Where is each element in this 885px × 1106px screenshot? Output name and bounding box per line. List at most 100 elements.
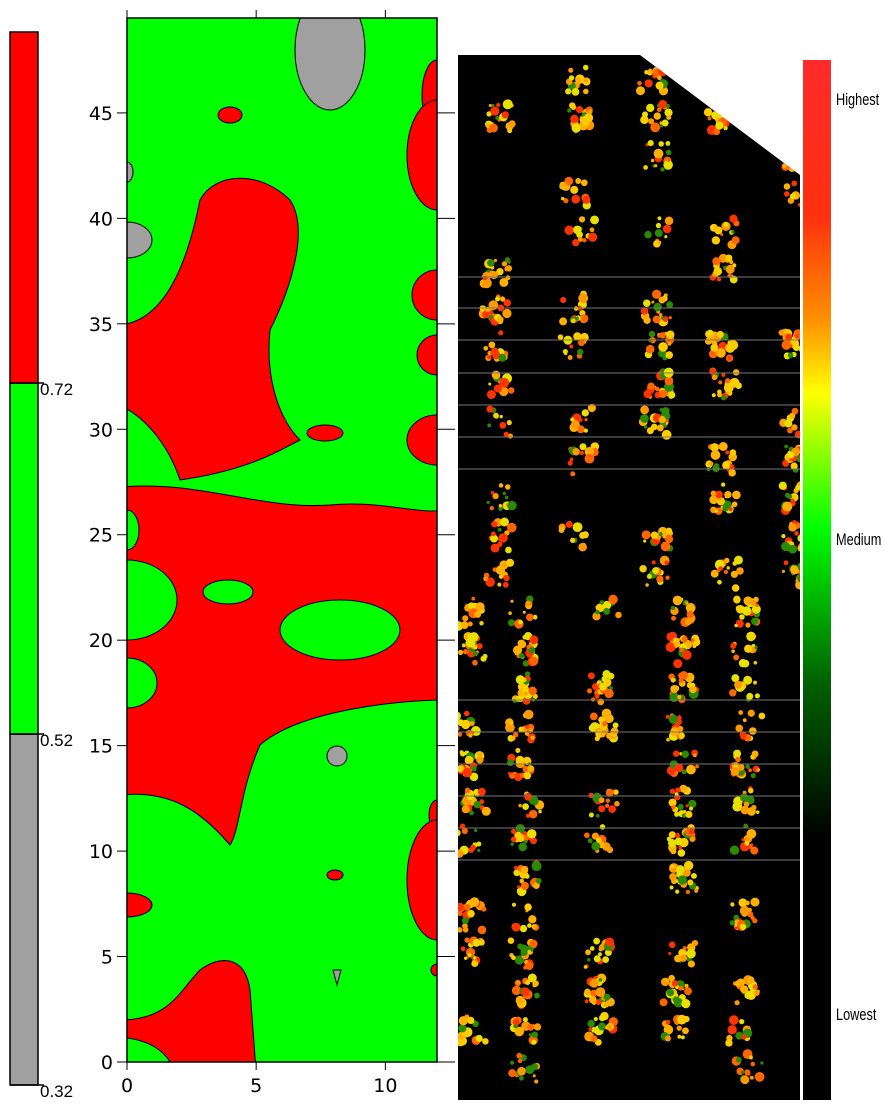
- plant: [510, 828, 517, 834]
- plant: [473, 645, 478, 650]
- plant: [727, 1025, 737, 1035]
- plant: [579, 314, 589, 324]
- plant: [781, 340, 792, 350]
- plant: [588, 812, 594, 818]
- plant: [755, 603, 759, 607]
- plant: [589, 227, 595, 233]
- plant: [793, 90, 797, 94]
- plant: [718, 380, 723, 385]
- plant: [488, 310, 494, 315]
- plant: [754, 693, 760, 699]
- plant: [478, 939, 485, 946]
- plant: [686, 764, 696, 775]
- plant: [524, 903, 532, 911]
- plant: [469, 772, 479, 782]
- plant: [486, 111, 492, 117]
- plant: [785, 109, 792, 116]
- plant: [640, 414, 649, 423]
- plant: [512, 732, 519, 738]
- plant: [685, 810, 693, 819]
- y-tick-label: 0: [101, 1052, 113, 1074]
- plant: [685, 804, 689, 808]
- plant: [473, 956, 477, 960]
- image-colorbar: [803, 60, 831, 1100]
- plant: [476, 756, 484, 764]
- plant: [718, 566, 723, 571]
- plant: [783, 105, 791, 112]
- plant: [569, 457, 574, 462]
- plant: [777, 113, 782, 118]
- plant: [716, 348, 726, 358]
- regions-low: [127, 18, 366, 987]
- plant: [605, 803, 610, 808]
- plant: [599, 600, 605, 605]
- plant: [583, 88, 589, 95]
- plant: [678, 985, 684, 991]
- plant: [739, 731, 747, 738]
- aerial-image: [458, 55, 800, 1100]
- plant: [567, 108, 572, 113]
- plant: [748, 1055, 753, 1060]
- plant: [739, 1018, 745, 1025]
- plant: [490, 491, 495, 495]
- plant: [713, 128, 721, 136]
- plant: [677, 803, 684, 811]
- plant: [785, 63, 793, 71]
- plant: [585, 949, 591, 956]
- plant: [516, 1052, 523, 1059]
- plant: [499, 296, 506, 302]
- plant: [748, 787, 754, 794]
- plant: [733, 81, 741, 89]
- plant: [458, 829, 461, 837]
- plant: [458, 711, 461, 721]
- plant: [522, 803, 529, 811]
- plant: [735, 756, 741, 763]
- plant: [564, 225, 574, 235]
- plant: [789, 68, 797, 76]
- plant: [749, 727, 757, 735]
- plant: [522, 1017, 528, 1023]
- plant: [458, 621, 464, 631]
- plant: [745, 900, 750, 906]
- plant: [533, 1023, 542, 1031]
- plant: [730, 570, 738, 578]
- plant: [790, 86, 795, 91]
- plant: [710, 443, 719, 452]
- plant: [518, 842, 527, 852]
- plant: [608, 805, 617, 813]
- plant: [598, 952, 602, 957]
- plant: [511, 902, 516, 907]
- plant: [650, 122, 661, 133]
- plant: [793, 329, 800, 340]
- plant: [694, 888, 699, 893]
- plant: [577, 236, 583, 242]
- plant: [588, 1027, 593, 1032]
- plant: [708, 349, 718, 359]
- plant: [579, 443, 587, 451]
- plant: [788, 523, 797, 532]
- plant: [515, 995, 525, 1006]
- plant: [680, 1035, 685, 1040]
- plant: [787, 427, 793, 434]
- plant: [658, 296, 666, 304]
- plant: [671, 980, 679, 987]
- plant: [489, 270, 498, 280]
- plant: [734, 980, 742, 988]
- plant: [507, 387, 515, 394]
- plant: [464, 755, 474, 765]
- plant: [728, 469, 736, 477]
- plant: [584, 418, 588, 422]
- plant: [570, 114, 579, 124]
- plant: [707, 116, 712, 121]
- plant: [524, 671, 531, 677]
- plant: [714, 75, 719, 80]
- plant: [786, 109, 791, 114]
- plant: [486, 405, 494, 413]
- plant: [741, 838, 745, 842]
- plant: [672, 595, 683, 606]
- plant: [796, 125, 800, 129]
- plant: [717, 81, 724, 88]
- plant: [563, 198, 569, 204]
- plant: [728, 507, 733, 512]
- plant: [565, 88, 572, 95]
